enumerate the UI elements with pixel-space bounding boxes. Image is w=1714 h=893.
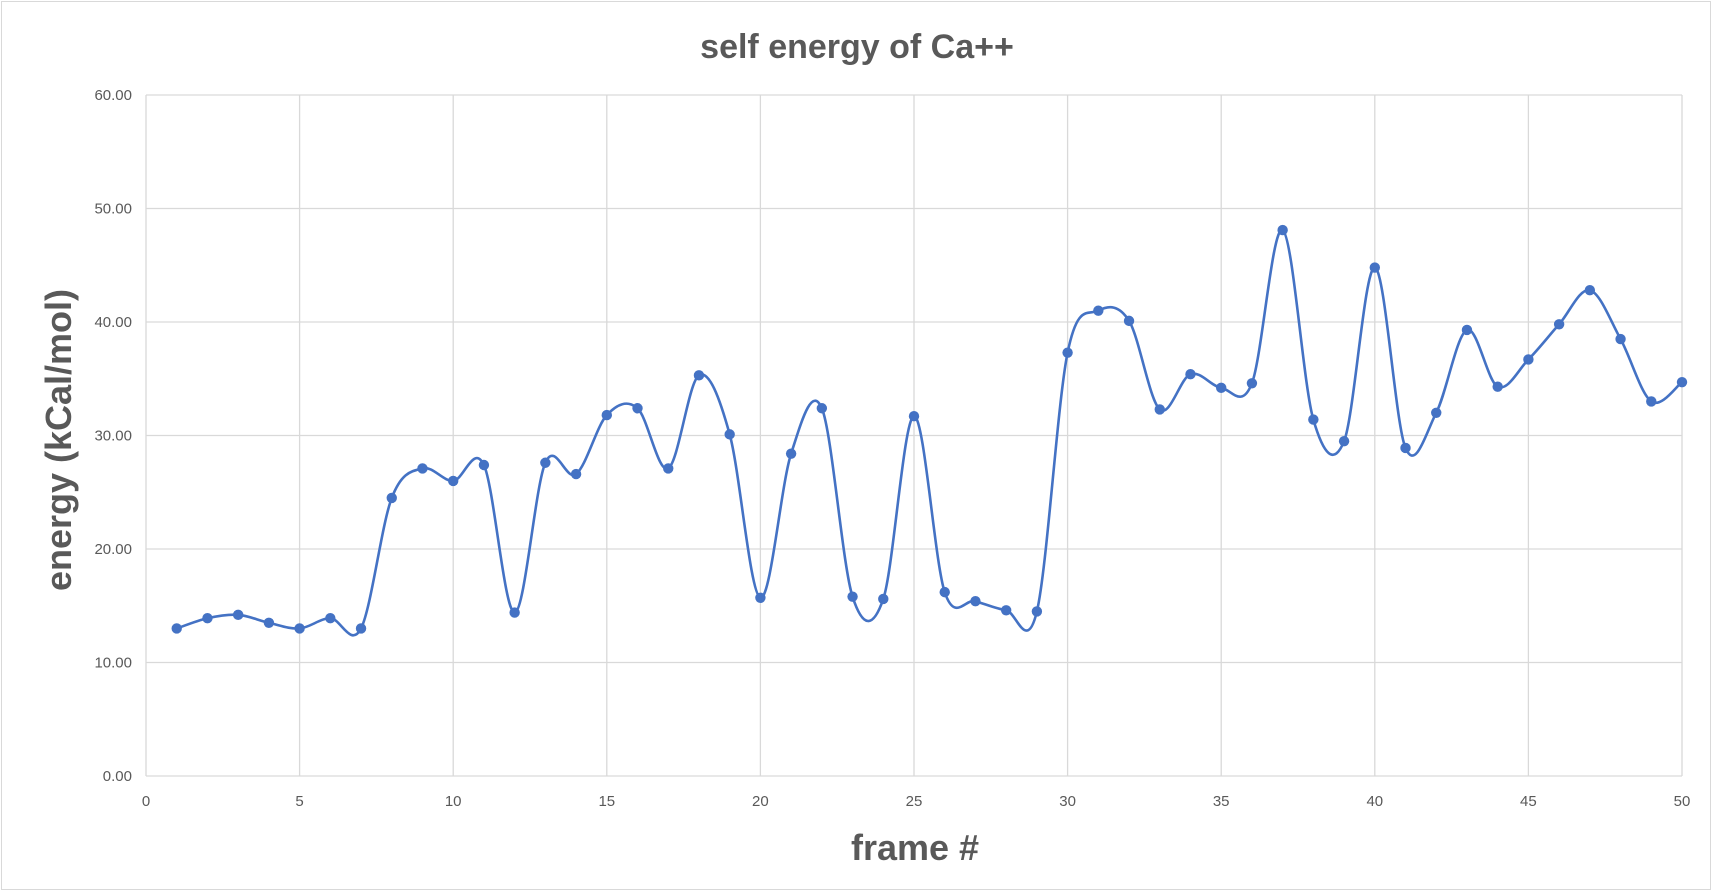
data-point: [1523, 354, 1534, 365]
x-tick-label: 25: [906, 793, 923, 810]
x-tick-label: 40: [1366, 793, 1383, 810]
y-tick-label: 50.00: [94, 201, 132, 218]
x-tick-label: 30: [1059, 793, 1076, 810]
x-tick-label: 50: [1674, 793, 1691, 810]
data-point: [1062, 347, 1073, 358]
x-tick-label: 5: [295, 793, 303, 810]
data-point: [755, 592, 766, 604]
data-point: [1676, 376, 1688, 388]
data-point: [232, 609, 244, 621]
data-point: [1369, 262, 1381, 273]
data-point: [570, 468, 582, 480]
data-point: [355, 623, 367, 634]
data-point: [1431, 407, 1442, 418]
data-point: [478, 459, 490, 471]
tick-labels: 0.00 10.00 20.00 30.00 40.00 50.00 60.00 0 5 10 15…: [94, 87, 1690, 810]
data-point: [325, 613, 336, 624]
data-point: [1031, 606, 1043, 617]
data-point: [294, 623, 305, 634]
data-point: [1246, 378, 1258, 389]
x-tick-label: 10: [445, 793, 462, 810]
x-tick-label: 20: [752, 793, 769, 810]
data-point: [601, 409, 612, 421]
data-point: [970, 596, 981, 607]
data-point: [1646, 396, 1657, 407]
data-point: [939, 586, 950, 598]
data-point: [1584, 285, 1596, 296]
x-tick-label: 15: [598, 793, 615, 810]
x-tick-label: 45: [1520, 793, 1537, 810]
data-point: [1553, 319, 1565, 330]
data-point: [540, 457, 551, 468]
x-tick-label: 35: [1213, 793, 1230, 810]
x-axis-title: frame #: [851, 827, 979, 868]
y-tick-label: 40.00: [94, 314, 132, 331]
data-point: [417, 463, 428, 474]
marker-layer: [171, 224, 1688, 634]
data-point: [1185, 369, 1196, 380]
data-point: [816, 403, 828, 414]
data-point: [785, 448, 797, 459]
data-point: [724, 429, 735, 440]
data-point: [632, 403, 643, 414]
data-point: [847, 591, 858, 602]
chart-title: self energy of Ca++: [700, 28, 1014, 66]
data-point: [693, 370, 705, 381]
y-tick-label: 60.00: [94, 87, 132, 104]
y-tick-label: 0.00: [103, 768, 132, 785]
series-layer: [176, 228, 1683, 637]
data-point: [663, 463, 674, 474]
data-point: [263, 617, 275, 628]
data-point: [1492, 381, 1503, 392]
data-point: [1154, 404, 1165, 415]
data-point: [171, 623, 182, 634]
data-point: [878, 593, 889, 605]
y-axis-title: energy (kCal/mol): [38, 289, 79, 591]
data-point: [1615, 333, 1626, 345]
data-point: [908, 411, 920, 422]
data-point: [1216, 382, 1227, 394]
data-point: [202, 613, 213, 624]
y-tick-label: 20.00: [94, 541, 132, 558]
y-tick-label: 10.00: [94, 655, 132, 672]
gridlines: [145, 94, 1683, 777]
y-tick-label: 30.00: [94, 428, 132, 445]
data-point: [1308, 414, 1319, 425]
x-tick-label: 0: [142, 793, 150, 810]
data-point: [1338, 435, 1350, 447]
data-point: [1093, 305, 1104, 316]
data-point: [1123, 315, 1135, 327]
series-line: [176, 228, 1683, 637]
data-point: [1277, 224, 1288, 236]
data-point: [448, 475, 459, 487]
data-point: [386, 492, 397, 504]
data-point: [1400, 442, 1411, 454]
data-point: [1000, 605, 1012, 616]
data-point: [1461, 324, 1473, 336]
data-point: [509, 607, 520, 618]
